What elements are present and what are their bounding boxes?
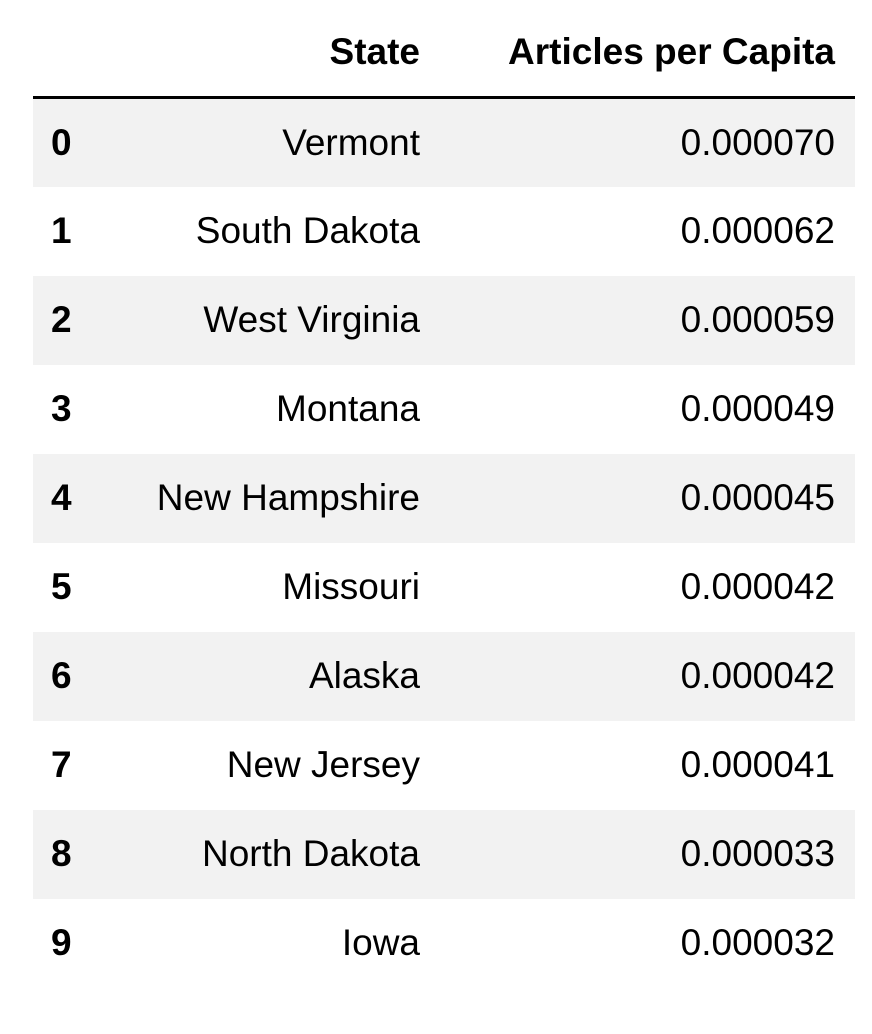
articles-per-capita-column-header: Articles per Capita [440,8,855,99]
articles-per-capita-cell: 0.000032 [680,922,835,963]
state-cell: New Hampshire [156,477,420,518]
dataframe-table: State Articles per Capita 0 Vermont 0.00… [33,8,855,988]
articles-per-capita-cell: 0.000045 [680,477,835,518]
state-cell: Vermont [282,121,420,163]
state-cell: West Virginia [203,299,420,340]
state-cell: Alaska [308,655,420,696]
row-index: 7 [51,744,72,785]
table-row: 2 West Virginia 0.000059 [33,275,855,365]
articles-per-capita-cell: 0.000062 [680,210,835,251]
header-row: State Articles per Capita [33,8,855,99]
table-row: 9 Iowa 0.000032 [33,899,855,988]
state-cell: Iowa [341,922,420,963]
table-row: 6 Alaska 0.000042 [33,631,855,721]
row-index: 2 [51,299,72,340]
articles-per-capita-cell: 0.000059 [680,299,835,340]
state-cell: North Dakota [202,833,420,874]
row-index: 8 [51,833,72,874]
table-row: 8 North Dakota 0.000033 [33,809,855,899]
row-index: 9 [51,922,72,963]
dataframe-output: State Articles per Capita 0 Vermont 0.00… [33,8,855,988]
articles-per-capita-cell: 0.000049 [680,388,835,429]
state-cell: Missouri [282,566,420,607]
table-row: 0 Vermont 0.000070 [33,97,855,187]
index-column-header [33,8,115,99]
articles-per-capita-cell: 0.000041 [680,744,835,785]
row-index: 3 [51,388,72,429]
row-index: 0 [51,121,72,163]
table-row: 5 Missouri 0.000042 [33,543,855,632]
state-cell: New Jersey [226,744,420,785]
articles-per-capita-cell: 0.000042 [680,566,835,607]
table-row: 4 New Hampshire 0.000045 [33,453,855,543]
state-cell: Montana [276,388,420,429]
row-index: 5 [51,566,72,607]
table-body: 0 Vermont 0.000070 1 South Dakota 0.0000… [33,97,855,988]
table-header: State Articles per Capita [33,8,855,99]
table-row: 7 New Jersey 0.000041 [33,721,855,810]
articles-per-capita-cell: 0.000042 [680,655,835,696]
state-cell: South Dakota [195,210,420,251]
table-row: 1 South Dakota 0.000062 [33,187,855,276]
articles-per-capita-cell: 0.000070 [680,121,835,163]
articles-per-capita-cell: 0.000033 [680,833,835,874]
state-column-header: State [115,8,440,99]
table-row: 3 Montana 0.000049 [33,365,855,454]
row-index: 6 [51,655,72,696]
row-index: 4 [51,477,72,518]
row-index: 1 [51,210,72,251]
